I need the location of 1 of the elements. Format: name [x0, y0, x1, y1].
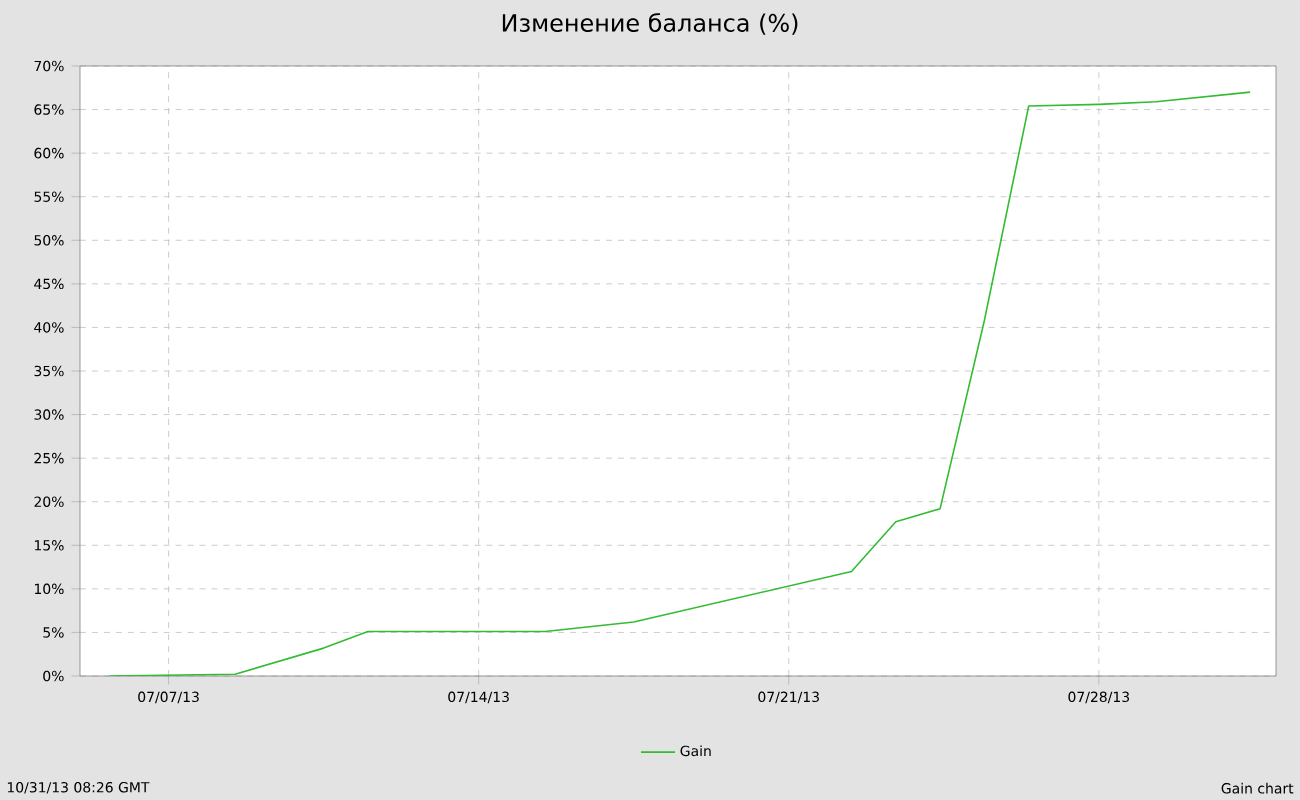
- chart-title: Изменение баланса (%): [502, 13, 798, 35]
